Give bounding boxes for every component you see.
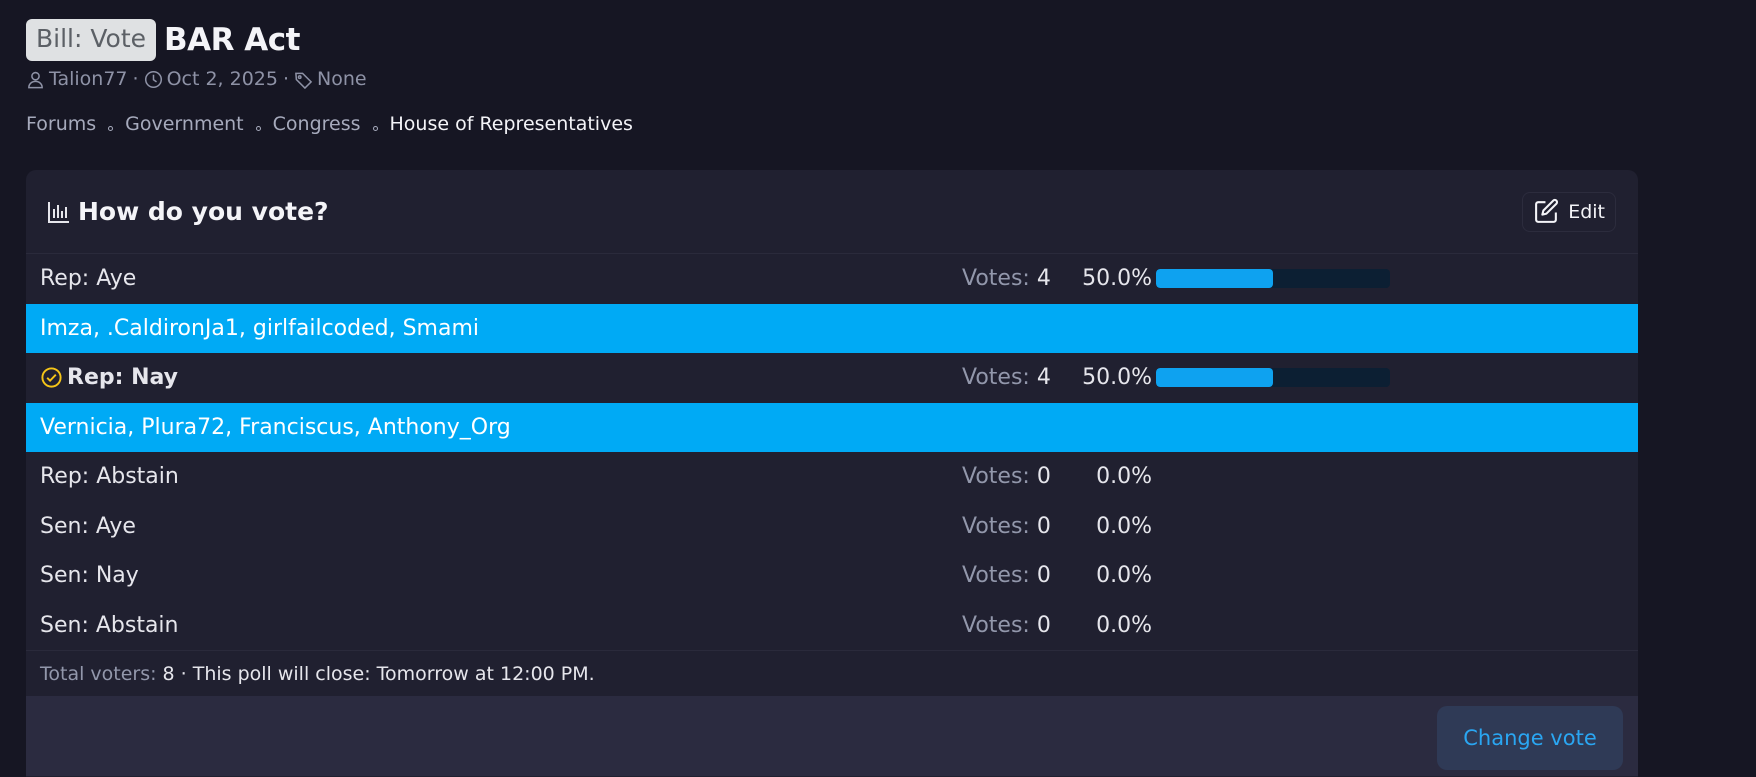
breadcrumb-forums[interactable]: Forums (26, 113, 97, 135)
total-voters-value: 8 (162, 662, 175, 685)
breadcrumb-separator-icon (255, 125, 261, 131)
poll-option-row[interactable]: Rep: Aye Votes: 4 50.0% (26, 254, 1638, 304)
poll-title: How do you vote? (46, 197, 329, 226)
poll-option-row[interactable]: Sen: Aye Votes: 0 0.0% (26, 502, 1638, 552)
thread-header: Bill: Vote BAR Act Talion77 · Oct 2, 202… (26, 18, 367, 92)
poll-option-row[interactable]: Rep: Abstain Votes: 0 0.0% (26, 452, 1638, 502)
votes-prefix: Votes: (962, 266, 1030, 292)
breadcrumb-separator-icon (372, 125, 378, 131)
poll-option-votes: Votes: 4 (962, 266, 1051, 291)
poll-header: How do you vote? Edit (26, 170, 1638, 254)
votes-prefix: Votes: (962, 365, 1030, 391)
edit-icon (1535, 198, 1559, 223)
thread-title: BAR Act (164, 22, 300, 58)
votes-count: 0 (1036, 464, 1051, 490)
poll-action-bar: Change vote (26, 696, 1638, 776)
thread-prefix-badge[interactable]: Bill: Vote (26, 19, 156, 61)
edit-button-label: Edit (1568, 200, 1605, 223)
breadcrumb-government[interactable]: Government (125, 113, 244, 135)
user-icon (28, 71, 43, 88)
breadcrumb: Forums Government Congress House of Repr… (26, 110, 633, 138)
votes-prefix: Votes: (962, 513, 1030, 539)
votes-count: 4 (1036, 365, 1051, 391)
breadcrumb-congress[interactable]: Congress (272, 113, 361, 135)
poll-option-votes: Votes: 4 (962, 365, 1051, 390)
poll-option-votes: Votes: 0 (962, 563, 1051, 588)
meta-separator: · (132, 68, 139, 90)
poll-footer: Total voters: 8 · This poll will close: … (26, 650, 1638, 696)
breadcrumb-separator-icon (108, 125, 114, 131)
poll-option-row[interactable]: Sen: Nay Votes: 0 0.0% (26, 551, 1638, 601)
thread-date[interactable]: Oct 2, 2025 (166, 68, 278, 90)
poll-option-row[interactable]: Sen: Abstain Votes: 0 0.0% (26, 601, 1638, 651)
poll-option-percent: 0.0% (1096, 563, 1152, 589)
poll-option-votes: Votes: 0 (962, 514, 1051, 539)
poll-option-percent: 0.0% (1096, 612, 1152, 638)
poll-option-progress-bar (1156, 368, 1390, 387)
poll-voter-list: Vernicia, Plura72, Franciscus, Anthony_O… (26, 402, 1638, 452)
votes-count: 0 (1036, 563, 1051, 589)
poll-option-label: Sen: Nay (40, 563, 139, 589)
poll-option-label: Sen: Aye (40, 513, 136, 539)
thread-title-row: Bill: Vote BAR Act (26, 18, 367, 62)
bar-chart-icon (48, 201, 69, 223)
meta-separator: · (282, 68, 290, 90)
clock-icon (144, 70, 162, 88)
poll-option-row[interactable]: Rep: Nay Votes: 4 50.0% (26, 353, 1638, 403)
poll-option-votes: Votes: 0 (962, 464, 1051, 489)
votes-count: 4 (1036, 266, 1051, 292)
poll-title-text: How do you vote? (78, 197, 329, 226)
poll-option-label-selected: Rep: Nay (40, 365, 178, 390)
votes-prefix: Votes: (962, 464, 1030, 490)
edit-button[interactable]: Edit (1522, 191, 1616, 232)
poll-option-label: Sen: Abstain (40, 612, 179, 638)
poll-option-percent: 0.0% (1096, 464, 1152, 490)
progress-fill (1156, 368, 1273, 387)
change-vote-button[interactable]: Change vote (1437, 706, 1623, 770)
poll-card: How do you vote? Edit Rep: Aye Votes: 4 … (26, 170, 1638, 777)
poll-option-percent: 0.0% (1096, 513, 1152, 539)
thread-meta: Talion77 · Oct 2, 2025 · None (26, 66, 367, 92)
poll-option-label: Rep: Abstain (40, 464, 179, 490)
total-voters-label: Total voters: (40, 662, 157, 685)
poll-option-percent: 50.0% (1082, 365, 1152, 391)
poll-option-percent: 50.0% (1082, 266, 1152, 292)
poll-close-text: · This poll will close: Tomorrow at 12:0… (180, 662, 595, 685)
progress-fill (1156, 269, 1273, 288)
thread-tags: None (317, 68, 367, 90)
poll-option-progress-bar (1156, 269, 1390, 288)
breadcrumb-house-of-representatives[interactable]: House of Representatives (389, 113, 633, 135)
poll-option-votes: Votes: 0 (962, 613, 1051, 638)
check-circle-icon (41, 367, 62, 388)
votes-prefix: Votes: (962, 563, 1030, 589)
poll-option-label: Rep: Nay (67, 365, 178, 391)
votes-count: 0 (1036, 612, 1051, 638)
votes-count: 0 (1036, 513, 1051, 539)
poll-voter-list: Imza, .CaldironJa1, girlfailcoded, Smami (26, 303, 1638, 353)
poll-option-label: Rep: Aye (40, 266, 137, 292)
votes-prefix: Votes: (962, 612, 1030, 638)
tag-icon (295, 72, 313, 89)
thread-author[interactable]: Talion77 (49, 68, 128, 90)
